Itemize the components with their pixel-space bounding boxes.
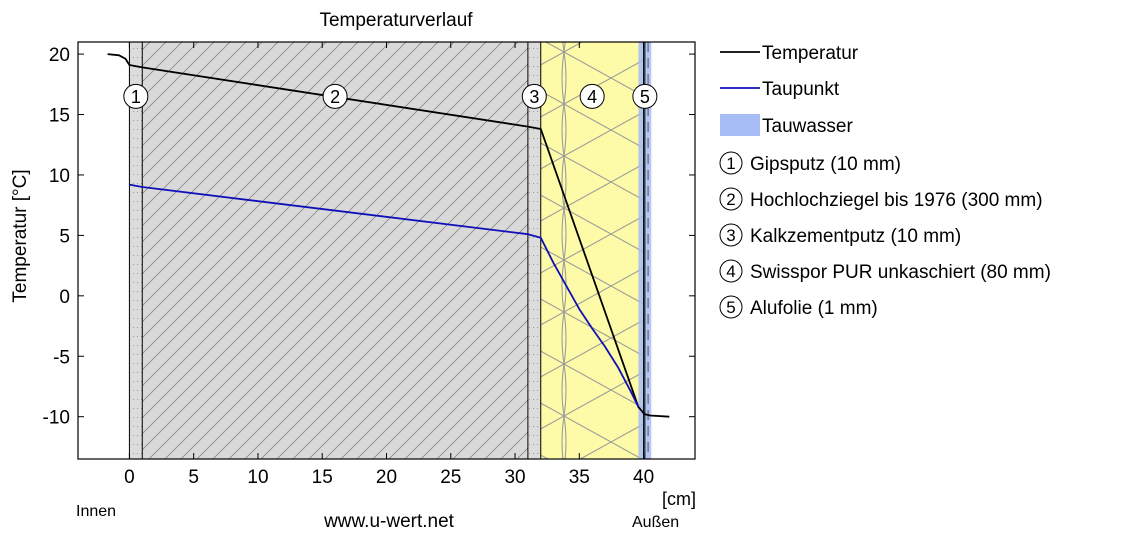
layer-1 bbox=[129, 42, 143, 459]
layer-marker-5 bbox=[632, 83, 658, 109]
layer-list-marker bbox=[719, 223, 743, 247]
y-tick-label: 20 bbox=[49, 45, 70, 66]
legend-label: Tauwasser bbox=[762, 116, 853, 137]
layer-marker-label: 1 bbox=[131, 87, 141, 107]
layer-list-label: Alufolie (1 mm) bbox=[750, 298, 878, 319]
x-axis-unit: [cm] bbox=[662, 489, 696, 509]
layer-marker-label: 5 bbox=[640, 87, 650, 107]
layer-list-marker bbox=[719, 187, 743, 211]
x-tick-label: 40 bbox=[633, 467, 654, 488]
inside-label: Innen bbox=[76, 503, 116, 520]
layer-2 bbox=[142, 42, 528, 459]
y-axis-label: Temperatur [°C] bbox=[10, 169, 31, 302]
y-tick-label: -5 bbox=[53, 347, 70, 368]
layer-list-number: 3 bbox=[726, 226, 735, 245]
layer-list-number: 4 bbox=[726, 262, 735, 281]
layer-list-marker bbox=[719, 259, 743, 283]
series-taupunkt bbox=[129, 183, 640, 408]
layer-list-number: 2 bbox=[726, 190, 735, 209]
layer-list-number: 5 bbox=[726, 298, 735, 317]
layer-list-marker bbox=[719, 151, 743, 175]
layer-list: 1 Gipsputz (10 mm) 2 Hochlochziegel bis 197… bbox=[719, 151, 1051, 319]
layer-list-marker bbox=[719, 295, 743, 319]
wall-layers bbox=[129, 42, 645, 459]
layer-marker-1 bbox=[123, 83, 149, 109]
x-axis: 0 5 10 15 20 25 30 35 40 bbox=[124, 42, 654, 488]
layer-marker-2 bbox=[322, 83, 348, 109]
x-tick-label: 25 bbox=[440, 467, 461, 488]
layer-borders bbox=[128, 42, 649, 459]
layer-marker-4 bbox=[579, 83, 605, 109]
x-tick-label: 0 bbox=[124, 467, 135, 488]
x-tick-label: 20 bbox=[376, 467, 397, 488]
y-tick-label: 10 bbox=[49, 166, 70, 187]
series-temperatur bbox=[107, 53, 670, 418]
layer-3 bbox=[527, 42, 541, 459]
legend: Temperatur Taupunkt Tauwasser bbox=[720, 43, 859, 137]
layer-list-label: Gipsputz (10 mm) bbox=[750, 154, 901, 175]
legend-label: Temperatur bbox=[762, 43, 859, 64]
x-tick-label: 15 bbox=[312, 467, 333, 488]
outside-label: Außen bbox=[632, 514, 679, 531]
layer-marker-label: 2 bbox=[330, 87, 340, 107]
legend-swatch bbox=[720, 114, 760, 136]
x-tick-label: 30 bbox=[504, 467, 525, 488]
layer-marker-label: 3 bbox=[529, 87, 539, 107]
layer-list-number: 1 bbox=[726, 154, 735, 173]
layer-marker-label: 4 bbox=[587, 87, 597, 107]
watermark: www.u-wert.net bbox=[323, 511, 455, 532]
series-lines bbox=[107, 53, 670, 418]
y-tick-label: 0 bbox=[59, 287, 70, 308]
layer-markers: 1 2 3 4 5 bbox=[123, 83, 658, 109]
y-tick-label: -10 bbox=[43, 408, 70, 429]
layer-4 bbox=[540, 42, 644, 459]
layer-list-label: Swisspor PUR unkaschiert (80 mm) bbox=[750, 262, 1051, 283]
chart-title: Temperaturverlauf bbox=[319, 10, 473, 31]
x-tick-label: 35 bbox=[569, 467, 590, 488]
x-tick-label: 10 bbox=[247, 467, 268, 488]
y-tick-label: 15 bbox=[49, 106, 70, 127]
layer-list-label: Kalkzementputz (10 mm) bbox=[750, 226, 961, 247]
y-tick-label: 5 bbox=[59, 226, 70, 247]
x-tick-label: 5 bbox=[188, 467, 199, 488]
legend-label: Taupunkt bbox=[762, 79, 840, 100]
layer-marker-3 bbox=[521, 83, 547, 109]
layer-list-label: Hochlochziegel bis 1976 (300 mm) bbox=[750, 190, 1043, 211]
